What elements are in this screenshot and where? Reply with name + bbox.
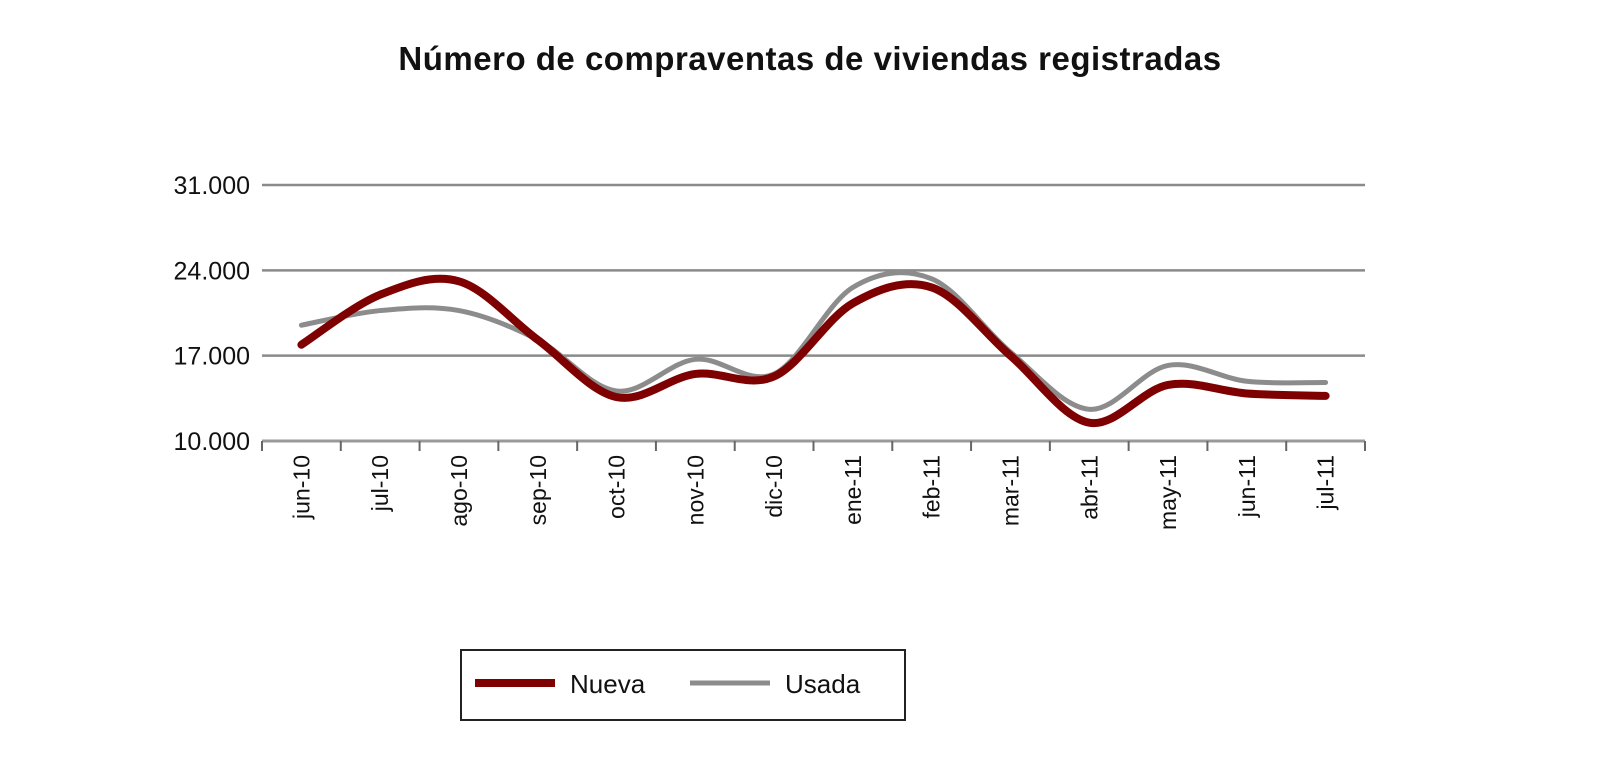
x-tick-label: feb-11 xyxy=(919,455,945,519)
x-tick-label: abr-11 xyxy=(1076,455,1102,520)
x-tick-label: ene-11 xyxy=(840,455,866,525)
x-tick-label: may-11 xyxy=(1155,455,1181,530)
x-tick-label: oct-10 xyxy=(604,455,630,519)
x-tick-label: sep-10 xyxy=(525,455,551,525)
y-tick-label: 24.000 xyxy=(174,257,250,285)
x-tick-label: nov-10 xyxy=(682,455,708,525)
x-tick-label: mar-11 xyxy=(997,455,1023,526)
legend: Nueva Usada xyxy=(460,649,906,721)
x-tick-label: ago-10 xyxy=(446,455,472,527)
y-tick-label: 17.000 xyxy=(174,343,250,371)
y-tick-label: 10.000 xyxy=(174,428,250,456)
series-line-nueva xyxy=(297,274,1330,427)
x-tick-label: jul-11 xyxy=(1313,455,1339,511)
series-line-usada xyxy=(298,270,1329,412)
chart-title: Número de compraventas de viviendas regi… xyxy=(398,40,1222,77)
y-tick-label: 31.000 xyxy=(174,172,250,200)
legend-label-nueva: Nueva xyxy=(570,669,646,699)
x-tick-label: jun-10 xyxy=(288,455,314,520)
x-tick-label: dic-10 xyxy=(761,455,787,518)
legend-label-usada: Usada xyxy=(785,669,861,699)
x-tick-label: jul-10 xyxy=(367,455,393,512)
x-tick-label: jun-11 xyxy=(1234,455,1260,518)
